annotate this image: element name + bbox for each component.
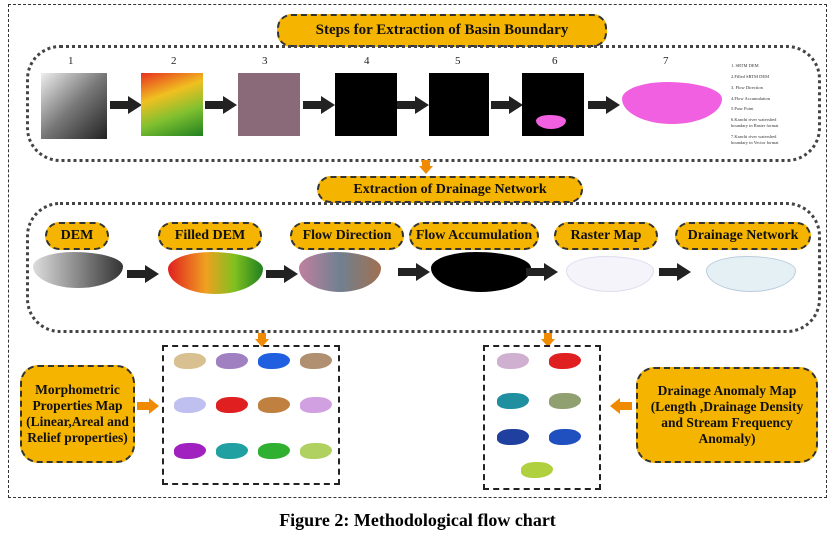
arrow-right-icon — [659, 263, 691, 281]
step-dem: DEM — [45, 222, 109, 250]
step-number: 4 — [364, 55, 370, 67]
step-number: 1 — [68, 55, 74, 67]
arrow-right-icon — [588, 96, 620, 114]
legend-item: 7.Kanchi river watershed boundary in Vec… — [731, 133, 779, 145]
down-arrow-icon — [255, 333, 269, 347]
flow-accumulation-image — [335, 73, 397, 136]
dem-map — [33, 252, 123, 288]
legend-item: 3. Flow Direction — [731, 84, 763, 90]
pour-point-image — [429, 73, 489, 136]
basin-boundary-title: Steps for Extraction of Basin Boundary — [277, 14, 607, 47]
legend-item: 2.Filled SRTM DEM — [731, 73, 770, 79]
legend-item: 4.Flow Accumulation — [731, 95, 770, 101]
step-number: 2 — [171, 55, 177, 67]
step-drainage-network: Drainage Network — [675, 222, 811, 250]
step-number: 6 — [552, 55, 558, 67]
step-flow-accumulation: Flow Accumulation — [409, 222, 539, 250]
arrow-right-icon — [491, 96, 523, 114]
step-filled-dem: Filled DEM — [158, 222, 262, 250]
legend-item: 1. SRTM DEM — [731, 63, 759, 68]
arrow-right-icon — [266, 265, 298, 283]
figure-caption: Figure 2: Methodological flow chart — [279, 510, 556, 530]
step-flow-direction: Flow Direction — [290, 222, 404, 250]
morphometric-maps-panel — [162, 345, 340, 485]
arrow-right-icon — [526, 263, 558, 281]
vector-boundary-image — [622, 82, 722, 124]
arrow-right-icon — [398, 263, 430, 281]
step-number: 7 — [663, 55, 669, 67]
step-raster-map: Raster Map — [554, 222, 658, 250]
flow-accumulation-map — [431, 252, 531, 292]
down-arrow-icon — [419, 160, 433, 174]
arrow-right-icon — [110, 96, 142, 114]
step-number: 5 — [455, 55, 461, 67]
morphometric-properties-label: Morphometric Properties Map (Linear,Area… — [20, 365, 135, 463]
arrow-left-icon — [610, 398, 632, 414]
arrow-right-icon — [303, 96, 335, 114]
legend-item: 6.Kanchi river watershed boundary in Ras… — [731, 117, 779, 129]
flow-direction-map — [299, 252, 381, 292]
filled-dem-map — [168, 252, 263, 294]
step-number: 3 — [262, 55, 268, 67]
raster-boundary-image — [522, 73, 584, 136]
raster-map — [566, 256, 654, 292]
drainage-anomaly-label: Drainage Anomaly Map (Length ,Drainage D… — [636, 367, 818, 463]
legend-item: 5.Pour Point — [731, 106, 754, 112]
legend: 1. SRTM DEM 2.Filled SRTM DEM 3. Flow Di… — [731, 63, 793, 151]
arrow-right-icon — [397, 96, 429, 114]
arrow-right-icon — [137, 398, 159, 414]
arrow-right-icon — [205, 96, 237, 114]
down-arrow-icon — [541, 333, 555, 347]
srtm-dem-image — [41, 73, 107, 139]
drainage-network-title: Extraction of Drainage Network — [317, 176, 583, 203]
anomaly-maps-panel — [483, 345, 601, 490]
outer-frame — [8, 4, 827, 498]
drainage-network-map — [706, 256, 796, 292]
filled-dem-image — [141, 73, 203, 136]
drainage-steps-box — [26, 202, 821, 333]
flow-direction-image — [238, 73, 300, 136]
arrow-right-icon — [127, 265, 159, 283]
